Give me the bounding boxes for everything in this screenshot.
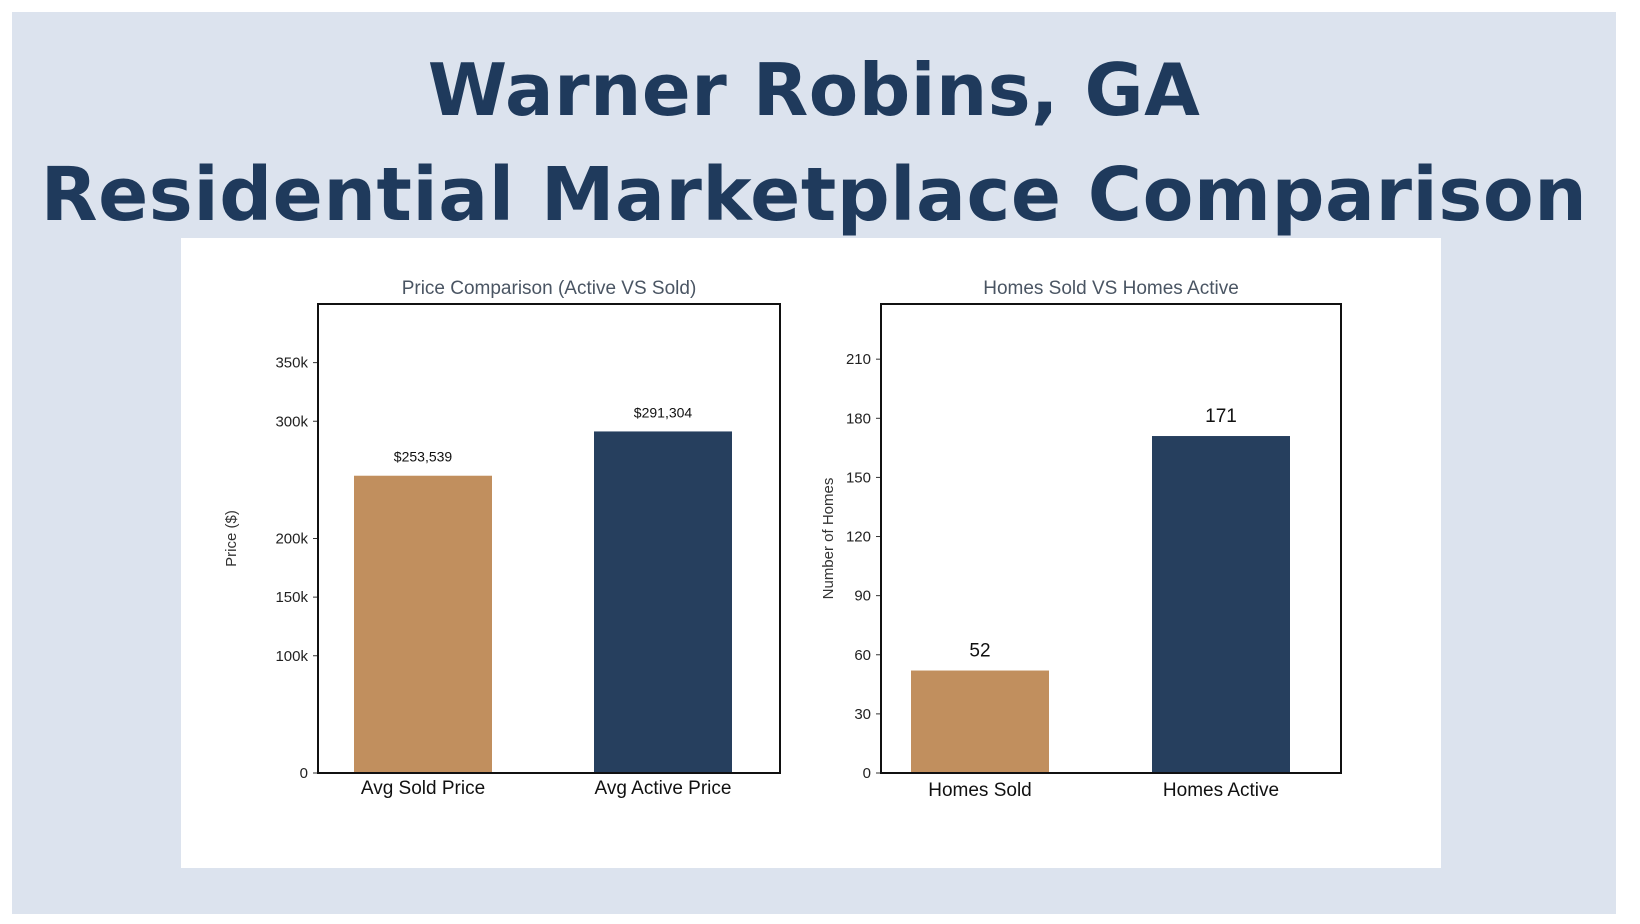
- y-tick-label: 200k: [275, 531, 308, 548]
- charts-panel: Price Comparison (Active VS Sold) Price (…: [181, 238, 1441, 868]
- y-tick-label: 120: [846, 529, 871, 546]
- y-tick-label: 100k: [275, 648, 308, 665]
- y-tick-label: 30: [854, 706, 871, 723]
- y-tick-label: 300k: [275, 413, 308, 430]
- category-label: Avg Active Price: [595, 778, 732, 799]
- bar-homes-sold: [911, 670, 1049, 773]
- plot-frame: [317, 303, 781, 774]
- bar-data-label: 52: [969, 641, 990, 662]
- y-axis-label: Number of Homes: [820, 478, 837, 600]
- bar-data-label: $253,539: [394, 449, 453, 465]
- plot-frame: [880, 303, 1342, 774]
- charts-svg: Price Comparison (Active VS Sold) Price (…: [223, 278, 1342, 801]
- bar-avg-sold-price: [354, 475, 492, 773]
- category-label: Avg Sold Price: [361, 778, 485, 799]
- bar-data-label: 171: [1205, 406, 1237, 427]
- y-tick-label: 0: [300, 765, 308, 782]
- y-tick-label: 180: [846, 410, 871, 427]
- y-tick-label: 210: [846, 351, 871, 368]
- y-tick-label: 90: [854, 588, 871, 605]
- chart-title: Homes Sold VS Homes Active: [983, 278, 1239, 299]
- main-title-line1: Warner Robins, GA: [427, 48, 1201, 132]
- y-tick-label: 150: [846, 469, 871, 486]
- chart-title: Price Comparison (Active VS Sold): [402, 278, 697, 299]
- y-tick-label: 350k: [275, 355, 308, 372]
- y-tick-label: 0: [863, 765, 871, 782]
- bar-avg-active-price: [594, 431, 732, 773]
- category-label: Homes Active: [1163, 780, 1279, 801]
- y-tick-label: 60: [854, 647, 871, 664]
- main-title-line2: Residential Marketplace Comparison: [40, 152, 1588, 238]
- bar-homes-active: [1152, 436, 1290, 773]
- bar-data-label: $291,304: [634, 404, 693, 420]
- y-axis-label: Price ($): [223, 510, 240, 567]
- category-label: Homes Sold: [928, 780, 1032, 801]
- y-tick-label: 150k: [275, 589, 308, 606]
